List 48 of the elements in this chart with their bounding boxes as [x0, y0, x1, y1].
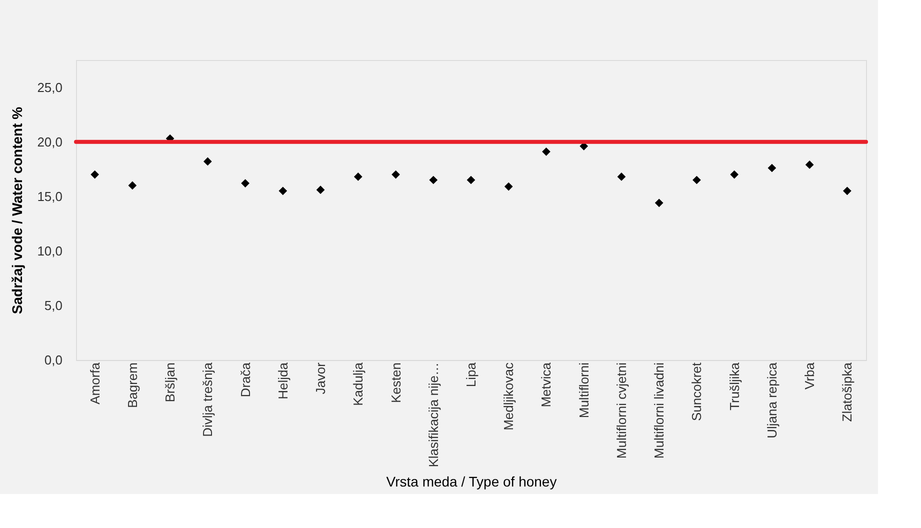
point: [241, 179, 250, 188]
point: [617, 172, 626, 181]
point: [466, 176, 476, 184]
x-tick-label: Multiflorni cvjetni: [614, 362, 629, 459]
y-tick-label: 10,0: [37, 243, 62, 258]
x-axis-title: Vrsta meda / Type of honey: [386, 473, 557, 490]
y-tick-label: 25,0: [37, 80, 62, 95]
y-tick-label: 0,0: [44, 352, 62, 368]
x-tick-label: Javor: [313, 362, 328, 394]
point: [805, 160, 814, 169]
y-tick-label: 5,0: [44, 298, 62, 313]
point: [542, 147, 550, 156]
x-tick-label: Drača: [238, 362, 253, 398]
x-tick-label: Metvica: [538, 362, 554, 408]
point: [90, 170, 99, 179]
x-tick-label: Suncokret: [689, 362, 704, 422]
x-tick-label: Amorfa: [87, 362, 102, 404]
x-tick-label: Divlja trešnja: [200, 362, 216, 437]
x-tick-label: Bršljan: [162, 362, 178, 402]
x-tick-label: Vrba: [802, 362, 818, 390]
point: [278, 186, 288, 196]
point: [504, 182, 513, 191]
point: [203, 157, 212, 166]
point: [768, 164, 776, 172]
x-tick-label: Bagrem: [124, 362, 140, 408]
point: [654, 198, 664, 208]
point: [843, 186, 852, 196]
x-tick-label: Kadulja: [350, 362, 366, 406]
x-tick-label: Medljikovac: [501, 362, 516, 430]
point: [316, 186, 325, 194]
point: [392, 170, 400, 179]
x-tick-label: Uljana repica: [764, 362, 780, 438]
point: [354, 172, 362, 181]
x-tick-label: Zlatošipka: [840, 362, 855, 422]
y-axis-title: Sadržaj vode / Water content %: [9, 106, 26, 314]
y-tick-label: 15,0: [37, 188, 62, 204]
point: [730, 170, 739, 179]
x-tick-label: Kesten: [388, 362, 404, 403]
x-tick-label: Klasifikacija nije…: [426, 362, 441, 468]
x-tick-label: Heljda: [275, 362, 290, 400]
point: [128, 181, 137, 190]
point: [429, 176, 438, 184]
x-tick-label: Multiflorni livadni: [652, 362, 667, 459]
x-tick-label: Trušljika: [726, 362, 742, 410]
x-tick-label: Lipa: [464, 362, 478, 388]
y-tick-label: 20,0: [37, 134, 62, 150]
point: [692, 176, 701, 184]
x-tick-label: Multiflorni: [576, 362, 592, 418]
